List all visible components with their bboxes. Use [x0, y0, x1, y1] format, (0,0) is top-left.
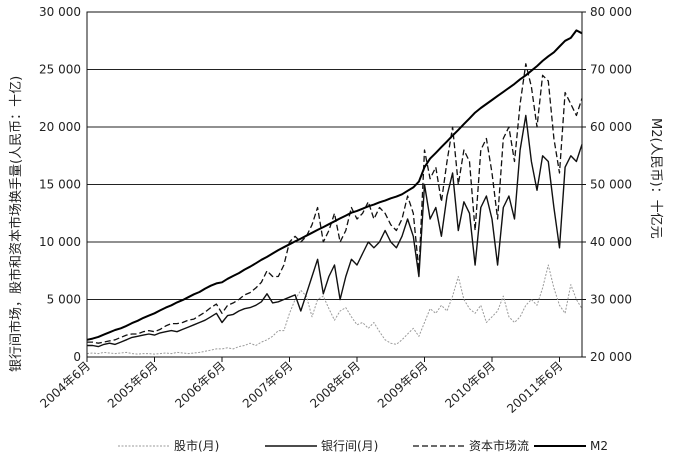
series-line-dotted	[86, 264, 583, 355]
right-tick-label: 80 000	[590, 5, 632, 19]
left-tick-label: 30 000	[39, 5, 81, 19]
x-axis: 2004年6月 2005年6月 2006年6月 2007年6月 2008年6月 2009年…	[37, 357, 566, 416]
left-tick-label: 15 000	[39, 178, 81, 192]
legend-label: M2	[590, 439, 608, 453]
right-axis-title: M2(人民币)：十亿元	[648, 118, 663, 239]
legend-label: 股市(月)	[174, 438, 219, 453]
x-tick-label: 2004年6月	[37, 359, 93, 411]
left-tick-label: 5 000	[47, 293, 81, 307]
x-tick-label: 2010年6月	[442, 359, 498, 411]
gridlines	[87, 11, 582, 358]
legend-label: 资本市场流	[469, 438, 529, 453]
right-tick-label: 30 000	[590, 293, 632, 307]
left-axis: 0 5 000 10 000 15 000 20 000 25 000 30 000	[39, 5, 81, 364]
left-tick-label: 25 000	[39, 63, 81, 77]
series-layer	[86, 29, 583, 355]
left-tick-label: 10 000	[39, 235, 81, 249]
left-axis-title: 银行间市场，股市和资本市场换手量(人民币：十亿)	[8, 76, 24, 372]
right-tick-label: 20 000	[590, 350, 632, 364]
x-tick-label: 2005年6月	[105, 359, 161, 411]
series-line-solid-bold	[86, 29, 583, 341]
x-tick-label: 20011年6月	[504, 359, 565, 416]
right-tick-label: 40 000	[590, 235, 632, 249]
right-tick-label: 60 000	[590, 120, 632, 134]
right-tick-label: 50 000	[590, 178, 632, 192]
x-tick-label: 2006年6月	[172, 359, 228, 411]
x-tick-label: 2009年6月	[375, 359, 431, 411]
right-axis: 20 000 30 000 40 000 50 000 60 000 70 000 80 0…	[582, 5, 632, 364]
left-tick-label: 0	[73, 350, 81, 364]
x-tick-label: 2008年6月	[307, 359, 363, 411]
right-tick-label: 70 000	[590, 63, 632, 77]
series-line-dashed	[87, 63, 583, 344]
series-line-solid	[87, 114, 583, 348]
x-tick-label: 2007年6月	[240, 359, 296, 411]
legend: 股市(月) 银行间(月) 资本市场流 M2	[118, 438, 608, 453]
legend-label: 银行间(月)	[321, 439, 378, 453]
left-tick-label: 20 000	[39, 120, 81, 134]
